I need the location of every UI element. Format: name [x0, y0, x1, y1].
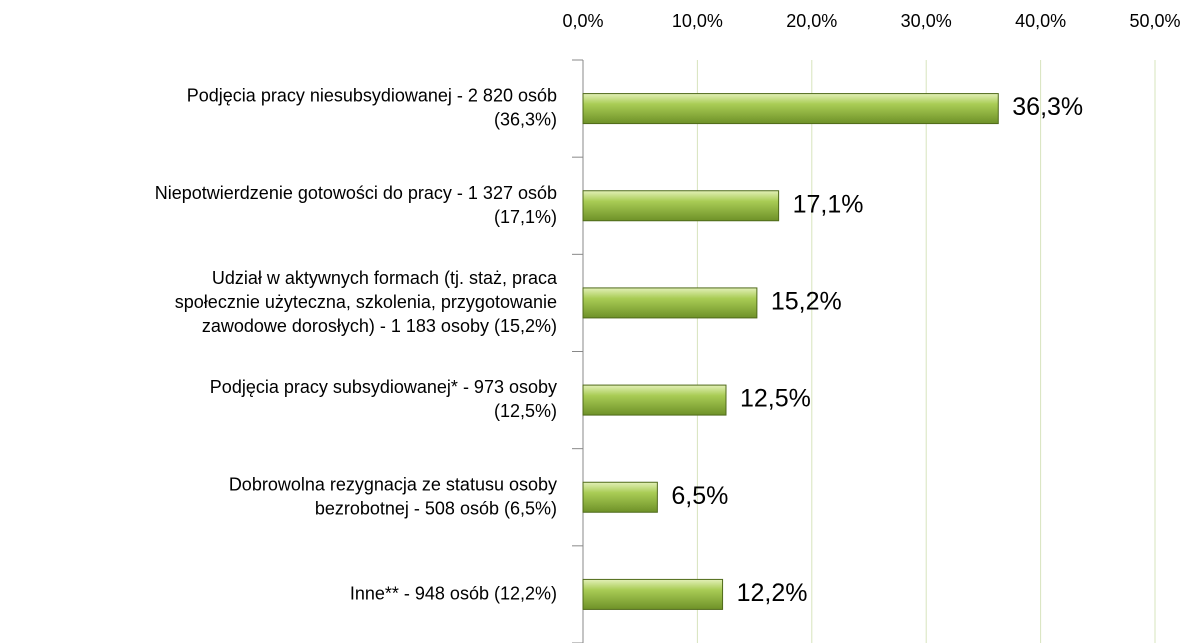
x-tick-label: 10,0%: [672, 11, 723, 31]
data-label: 17,1%: [793, 190, 864, 218]
y-tick-label: Inne** - 948 osób (12,2%): [350, 583, 557, 603]
y-tick-label-line: Niepotwierdzenie gotowości do pracy - 1 …: [155, 183, 557, 203]
y-tick-label-line: (17,1%): [494, 207, 557, 227]
bar: [582, 384, 727, 416]
y-tick-label-line: Dobrowolna rezygnacja ze statusu osoby: [229, 474, 557, 494]
bar: [582, 287, 758, 319]
data-label: 12,2%: [737, 579, 808, 607]
y-tick-label-line: Podjęcia pracy niesubsydiowanej - 2 820 …: [187, 85, 557, 105]
y-tick-label-line: (12,5%): [494, 401, 557, 421]
y-tick-label-line: (36,3%): [494, 109, 557, 129]
y-tick-label-line: społecznie użyteczna, szkolenia, przygot…: [175, 292, 557, 312]
y-tick-label-line: Inne** - 948 osób (12,2%): [350, 583, 557, 603]
x-tick-label: 50,0%: [1129, 11, 1180, 31]
y-tick-label: Podjęcia pracy subsydiowanej* - 973 osob…: [210, 377, 557, 421]
bar: [582, 93, 999, 125]
y-tick-label-line: zawodowe dorosłych) - 1 183 osoby (15,2%…: [202, 316, 557, 336]
y-tick-label-line: Udział w aktywnych formach (tj. staż, pr…: [212, 268, 558, 288]
y-tick-label: Udział w aktywnych formach (tj. staż, pr…: [175, 268, 558, 336]
data-label: 15,2%: [771, 288, 842, 316]
y-tick-label: Niepotwierdzenie gotowości do pracy - 1 …: [155, 183, 557, 227]
bar: [582, 481, 658, 513]
data-label: 6,5%: [671, 482, 728, 510]
data-label: 36,3%: [1012, 93, 1083, 121]
data-label: 12,5%: [740, 385, 811, 413]
x-tick-label: 20,0%: [786, 11, 837, 31]
y-tick-label-line: Podjęcia pracy subsydiowanej* - 973 osob…: [210, 377, 557, 397]
x-tick-label: 40,0%: [1015, 11, 1066, 31]
bar: [582, 190, 780, 222]
x-tick-label: 30,0%: [901, 11, 952, 31]
bar: [582, 578, 724, 610]
y-tick-label: Podjęcia pracy niesubsydiowanej - 2 820 …: [187, 85, 557, 129]
y-tick-label: Dobrowolna rezygnacja ze statusu osoby be…: [229, 474, 557, 518]
y-tick-label-line: bezrobotnej - 508 osób (6,5%): [315, 498, 557, 518]
x-tick-label: 0,0%: [562, 11, 603, 31]
